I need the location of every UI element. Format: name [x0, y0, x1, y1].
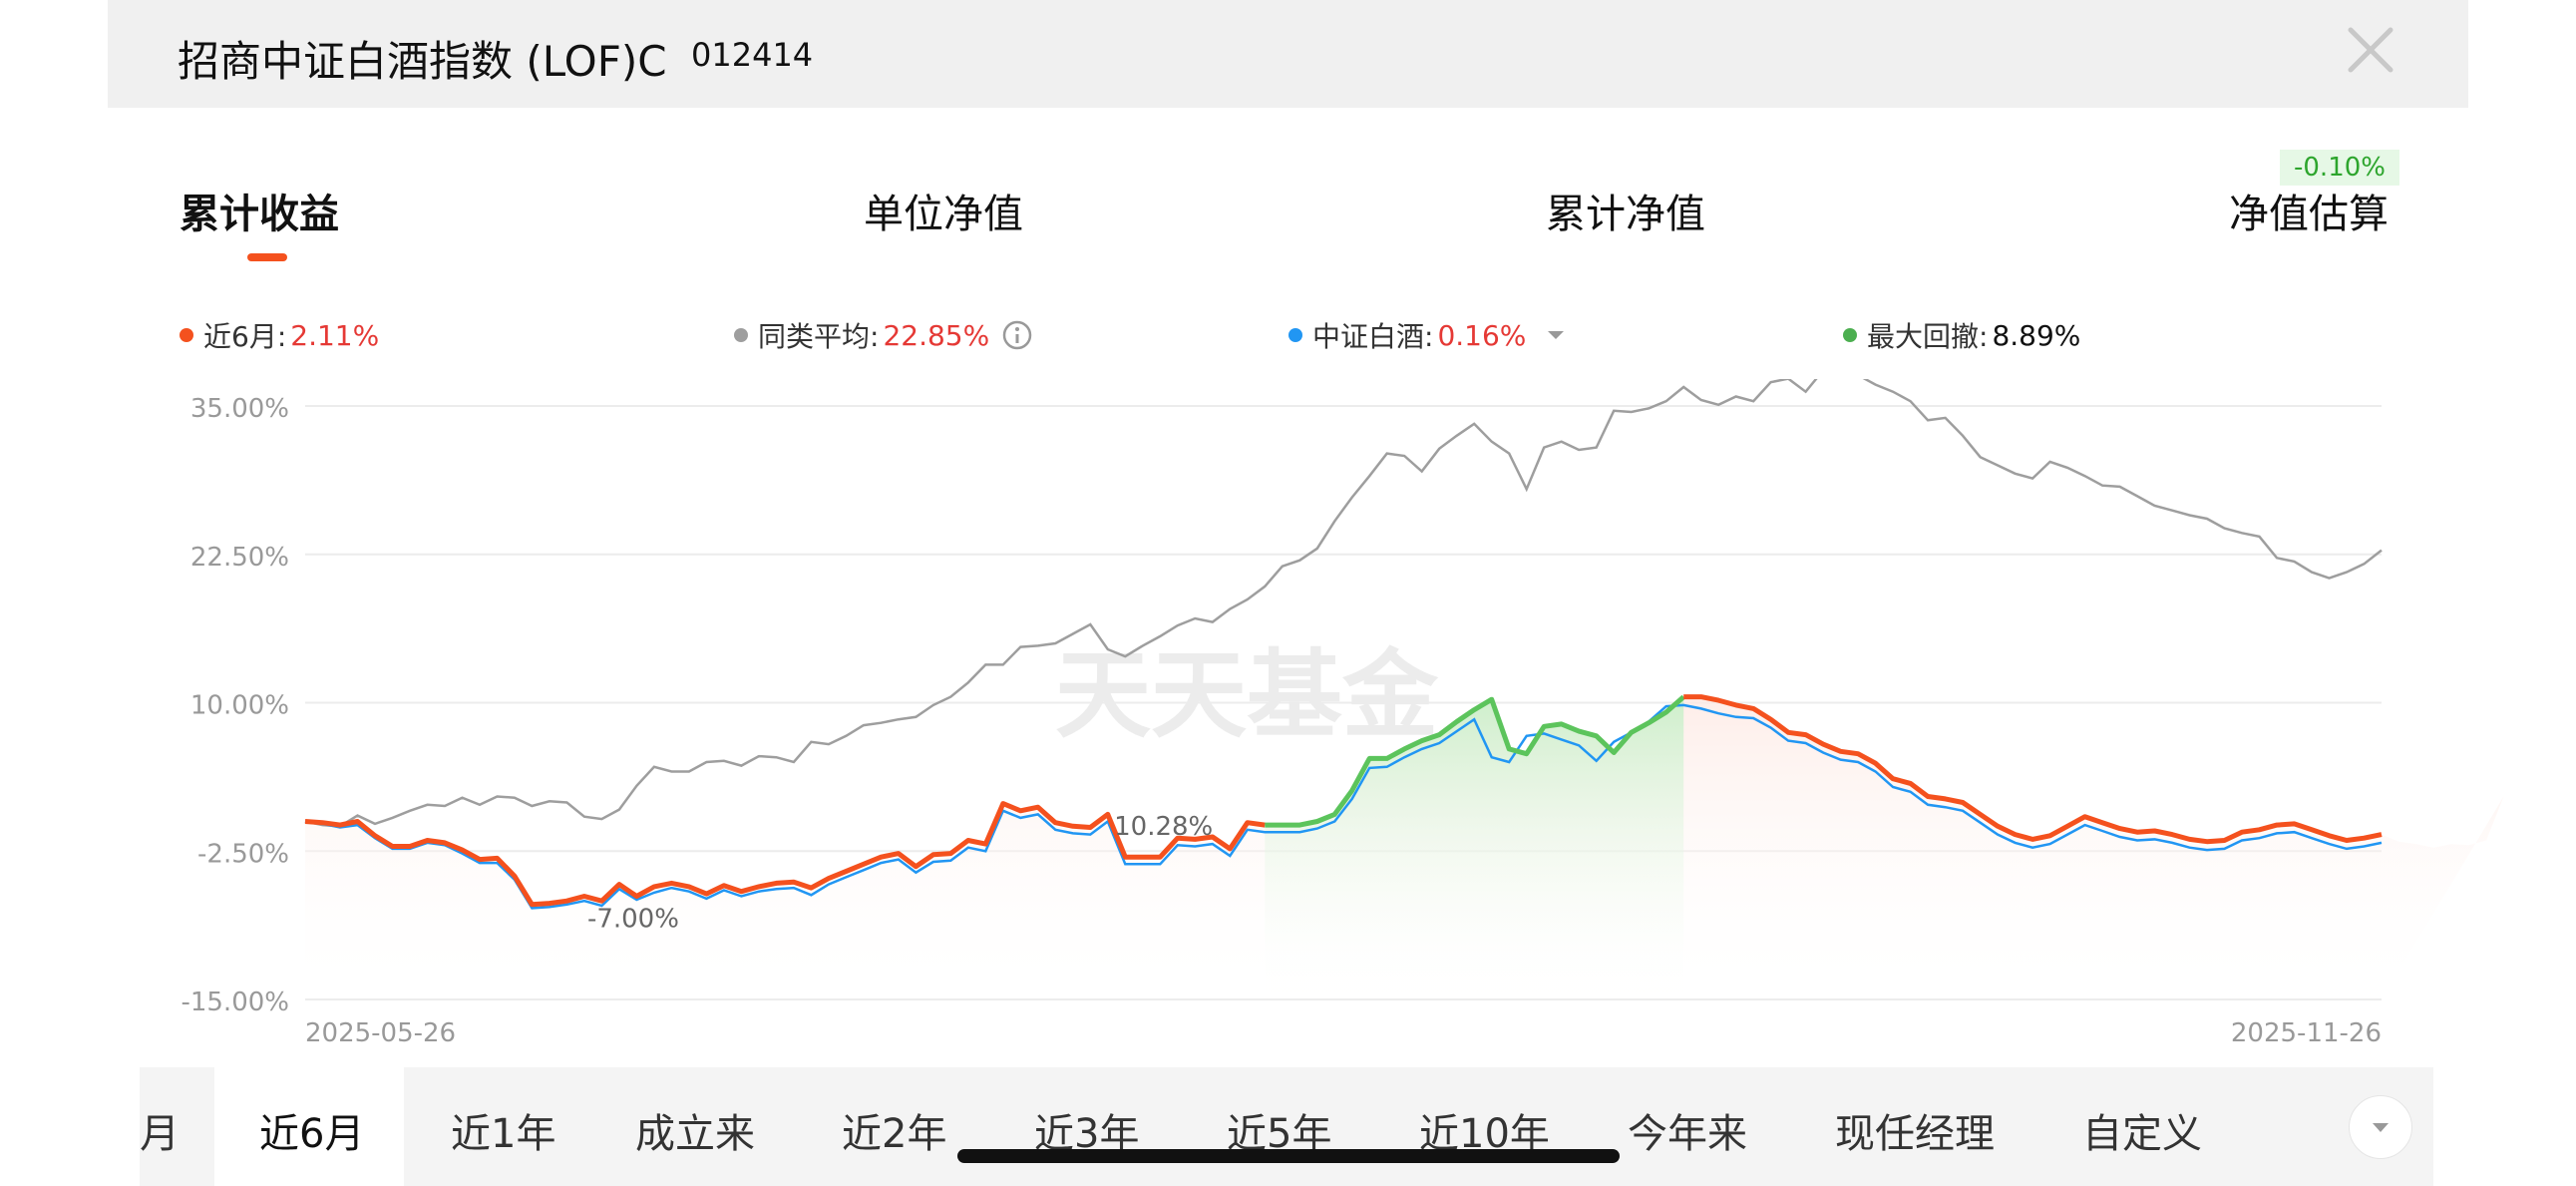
period-1y[interactable]: 近1年: [451, 1111, 556, 1157]
series-line-peer-average: [304, 379, 2383, 828]
period-expand-button[interactable]: [2349, 1095, 2412, 1159]
series-line-fund: [304, 801, 1266, 908]
chevron-down-icon: [2373, 1123, 2389, 1132]
close-icon[interactable]: [2343, 22, 2398, 78]
y-tick-label: -2.50%: [197, 839, 289, 869]
period-partial-month[interactable]: 月: [140, 1111, 180, 1157]
y-tick-label: -15.00%: [181, 988, 289, 1017]
fund-dot-icon: [180, 328, 193, 342]
fund-title: 招商中证白酒指数 (LOF)C: [178, 37, 667, 86]
legend-index[interactable]: 中证白酒: 0.16%: [1288, 315, 1568, 355]
chart-watermark: 天天基金: [1055, 642, 1439, 749]
info-icon[interactable]: [1001, 319, 1033, 351]
legend-index-label: 中证白酒:: [1312, 320, 1434, 353]
estimate-change-badge: -0.10%: [2280, 150, 2399, 186]
period-custom[interactable]: 自定义: [2082, 1111, 2202, 1157]
legend-drawdown-label: 最大回撤:: [1867, 320, 1989, 353]
series-line-fund-recovery: [1683, 694, 2383, 845]
legend-fund-value: 2.11%: [290, 318, 380, 352]
series-line-index: [304, 703, 2383, 910]
period-since-inception[interactable]: 成立来: [635, 1111, 755, 1157]
fund-code: 012414: [691, 36, 814, 74]
annotation-label: 10.28%: [1114, 812, 1213, 842]
chart-lines: [304, 379, 2383, 910]
legend-fund: 近6月: 2.11%: [180, 315, 379, 355]
legend-fund-label: 近6月:: [203, 320, 287, 353]
legend-drawdown-value: 8.89%: [1992, 318, 2081, 352]
period-ytd[interactable]: 今年来: [1628, 1111, 1747, 1157]
y-tick-label: 10.00%: [190, 691, 289, 721]
period-selector: 月 近6月 近1年 成立来 近2年 近3年 近5年 近10年 今年来 现任经理 …: [140, 1067, 2433, 1186]
fund-header: 招商中证白酒指数 (LOF)C 012414: [108, 0, 2468, 108]
legend-drawdown: 最大回撤: 8.89%: [1843, 315, 2080, 355]
period-current-manager[interactable]: 现任经理: [1835, 1111, 1995, 1157]
period-6m[interactable]: 近6月: [259, 1111, 365, 1157]
index-dot-icon: [1288, 328, 1302, 342]
tab-cumulative-return[interactable]: 累计收益: [180, 192, 339, 237]
active-tab-indicator: [247, 253, 287, 261]
caret-down-icon[interactable]: [1544, 323, 1568, 347]
return-chart[interactable]: 天天基金 35.00% 22.50% 10.00% -2.50% -15.00% 2025…: [0, 379, 2576, 1057]
tab-nav-estimate[interactable]: 净值估算: [2229, 192, 2389, 237]
annotation-label: -7.00%: [587, 905, 679, 935]
x-tick-label-start: 2025-05-26: [305, 1018, 456, 1048]
tab-cumulative-nav[interactable]: 累计净值: [1546, 192, 1705, 237]
drawdown-dot-icon: [1843, 328, 1857, 342]
tab-unit-nav[interactable]: 单位净值: [864, 192, 1023, 237]
series-line-fund-drawdown: [1265, 694, 1685, 828]
period-2y[interactable]: 近2年: [842, 1111, 947, 1157]
legend-peer: 同类平均: 22.85%: [734, 315, 1033, 355]
x-tick-label-end: 2025-11-26: [2231, 1018, 2382, 1048]
peer-dot-icon: [734, 328, 748, 342]
period-active-background: [214, 1067, 404, 1186]
legend-index-value: 0.16%: [1437, 318, 1527, 352]
y-tick-label: 22.50%: [190, 543, 289, 573]
legend-peer-label: 同类平均:: [758, 320, 880, 353]
chart-fills: [305, 696, 2504, 999]
legend-peer-value: 22.85%: [883, 318, 990, 352]
chart-labels: 35.00% 22.50% 10.00% -2.50% -15.00% 2025-05-2…: [181, 394, 2382, 1048]
y-tick-label: 35.00%: [190, 394, 289, 424]
home-indicator: [957, 1149, 1620, 1163]
drawdown-area-fill: [1265, 696, 1684, 999]
